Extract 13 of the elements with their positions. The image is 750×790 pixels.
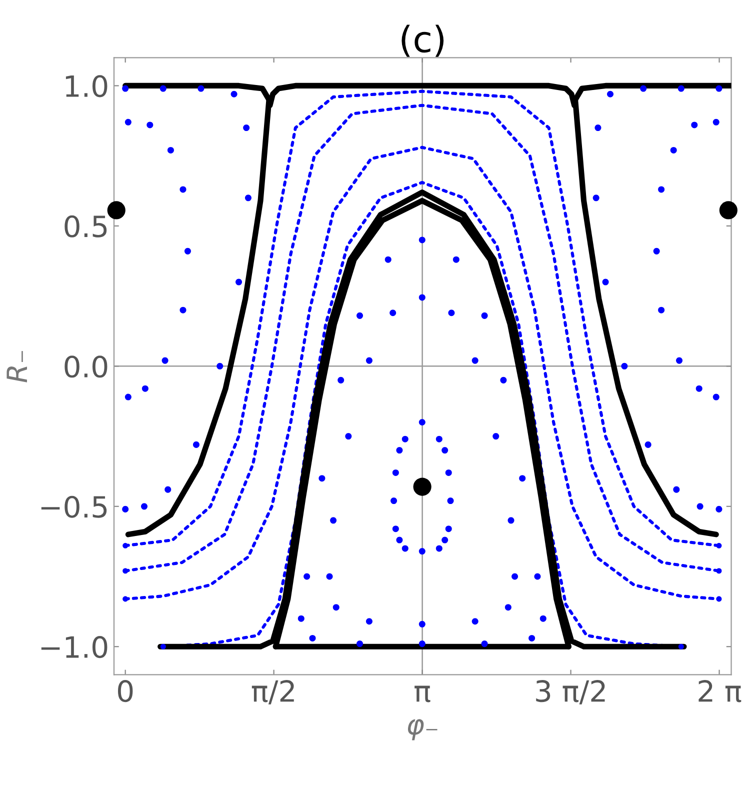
y-tick-label: −0.5 xyxy=(41,496,107,518)
y-axis-title: R₋ xyxy=(6,351,27,382)
y-tick-label: −1.0 xyxy=(41,636,108,658)
x-tick-label: π xyxy=(414,686,430,702)
x-tick-label: π/2 xyxy=(252,680,294,704)
x-tick-label: 3 π/2 xyxy=(536,680,605,704)
x-tick-label: 0 xyxy=(118,680,133,702)
x-axis-title: φ₋ xyxy=(408,719,438,740)
y-tick-label: 0.0 xyxy=(64,356,108,378)
x-tick-label: 2 π xyxy=(698,680,742,702)
y-tick-label: 0.5 xyxy=(64,215,107,238)
chart-title: (c) xyxy=(402,24,444,57)
y-tick-label: 1.0 xyxy=(66,75,108,98)
